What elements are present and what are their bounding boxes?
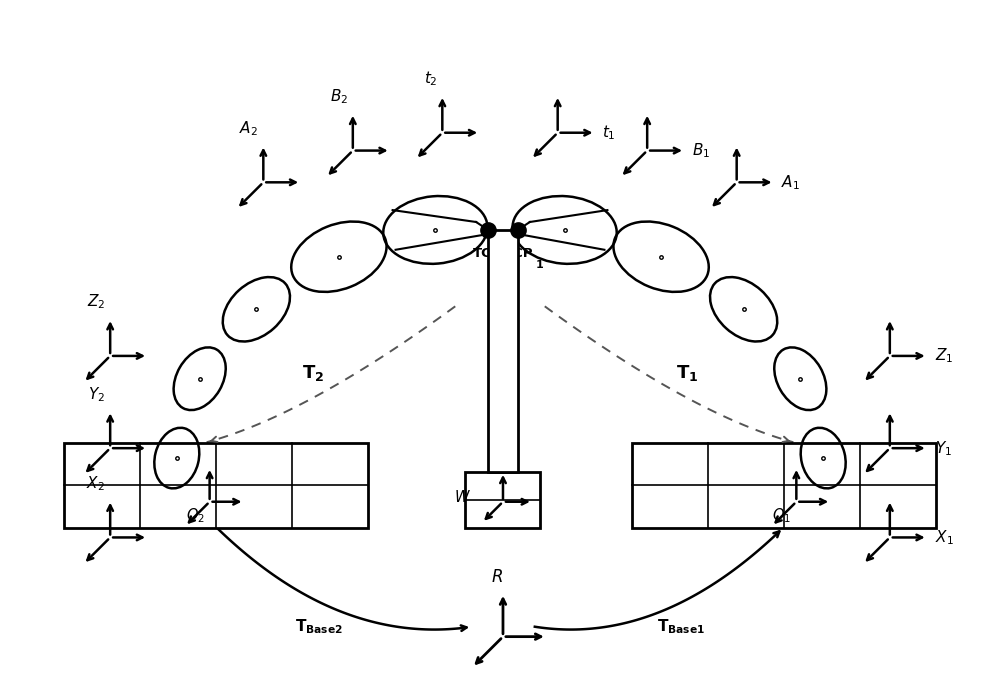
Text: $O_2$: $O_2$ xyxy=(186,507,205,525)
Text: 1: 1 xyxy=(536,260,544,269)
Text: $\mathbf{T_{Base2}}$: $\mathbf{T_{Base2}}$ xyxy=(295,617,343,636)
Text: $Z_2$: $Z_2$ xyxy=(87,292,105,311)
Text: $\mathbf{T_{Base1}}$: $\mathbf{T_{Base1}}$ xyxy=(657,617,705,636)
Text: $A_2$: $A_2$ xyxy=(239,119,258,138)
Text: $X_2$: $X_2$ xyxy=(86,474,105,493)
Text: $W$: $W$ xyxy=(454,489,471,504)
Text: TCP: TCP xyxy=(473,247,501,260)
Text: $R$: $R$ xyxy=(491,568,503,586)
Text: $X_1$: $X_1$ xyxy=(935,528,953,547)
Text: TCP: TCP xyxy=(505,247,533,260)
Text: $Y_1$: $Y_1$ xyxy=(935,439,952,457)
Text: $Z_1$: $Z_1$ xyxy=(935,347,953,366)
Bar xyxy=(465,472,540,527)
Bar xyxy=(64,443,368,527)
Text: $\mathbf{T_1}$: $\mathbf{T_1}$ xyxy=(676,363,698,383)
Text: $B_2$: $B_2$ xyxy=(330,87,348,106)
Text: $t_2$: $t_2$ xyxy=(424,69,437,88)
Text: $O_1$: $O_1$ xyxy=(772,507,791,525)
Text: $t_1$: $t_1$ xyxy=(602,124,616,142)
Bar xyxy=(632,443,936,527)
Text: $A_1$: $A_1$ xyxy=(781,173,800,191)
Text: $\mathbf{T_2}$: $\mathbf{T_2}$ xyxy=(302,363,324,383)
Bar xyxy=(488,230,518,472)
Text: $Y_2$: $Y_2$ xyxy=(88,385,105,404)
Text: 2: 2 xyxy=(504,260,512,269)
Text: $B_1$: $B_1$ xyxy=(692,141,710,160)
